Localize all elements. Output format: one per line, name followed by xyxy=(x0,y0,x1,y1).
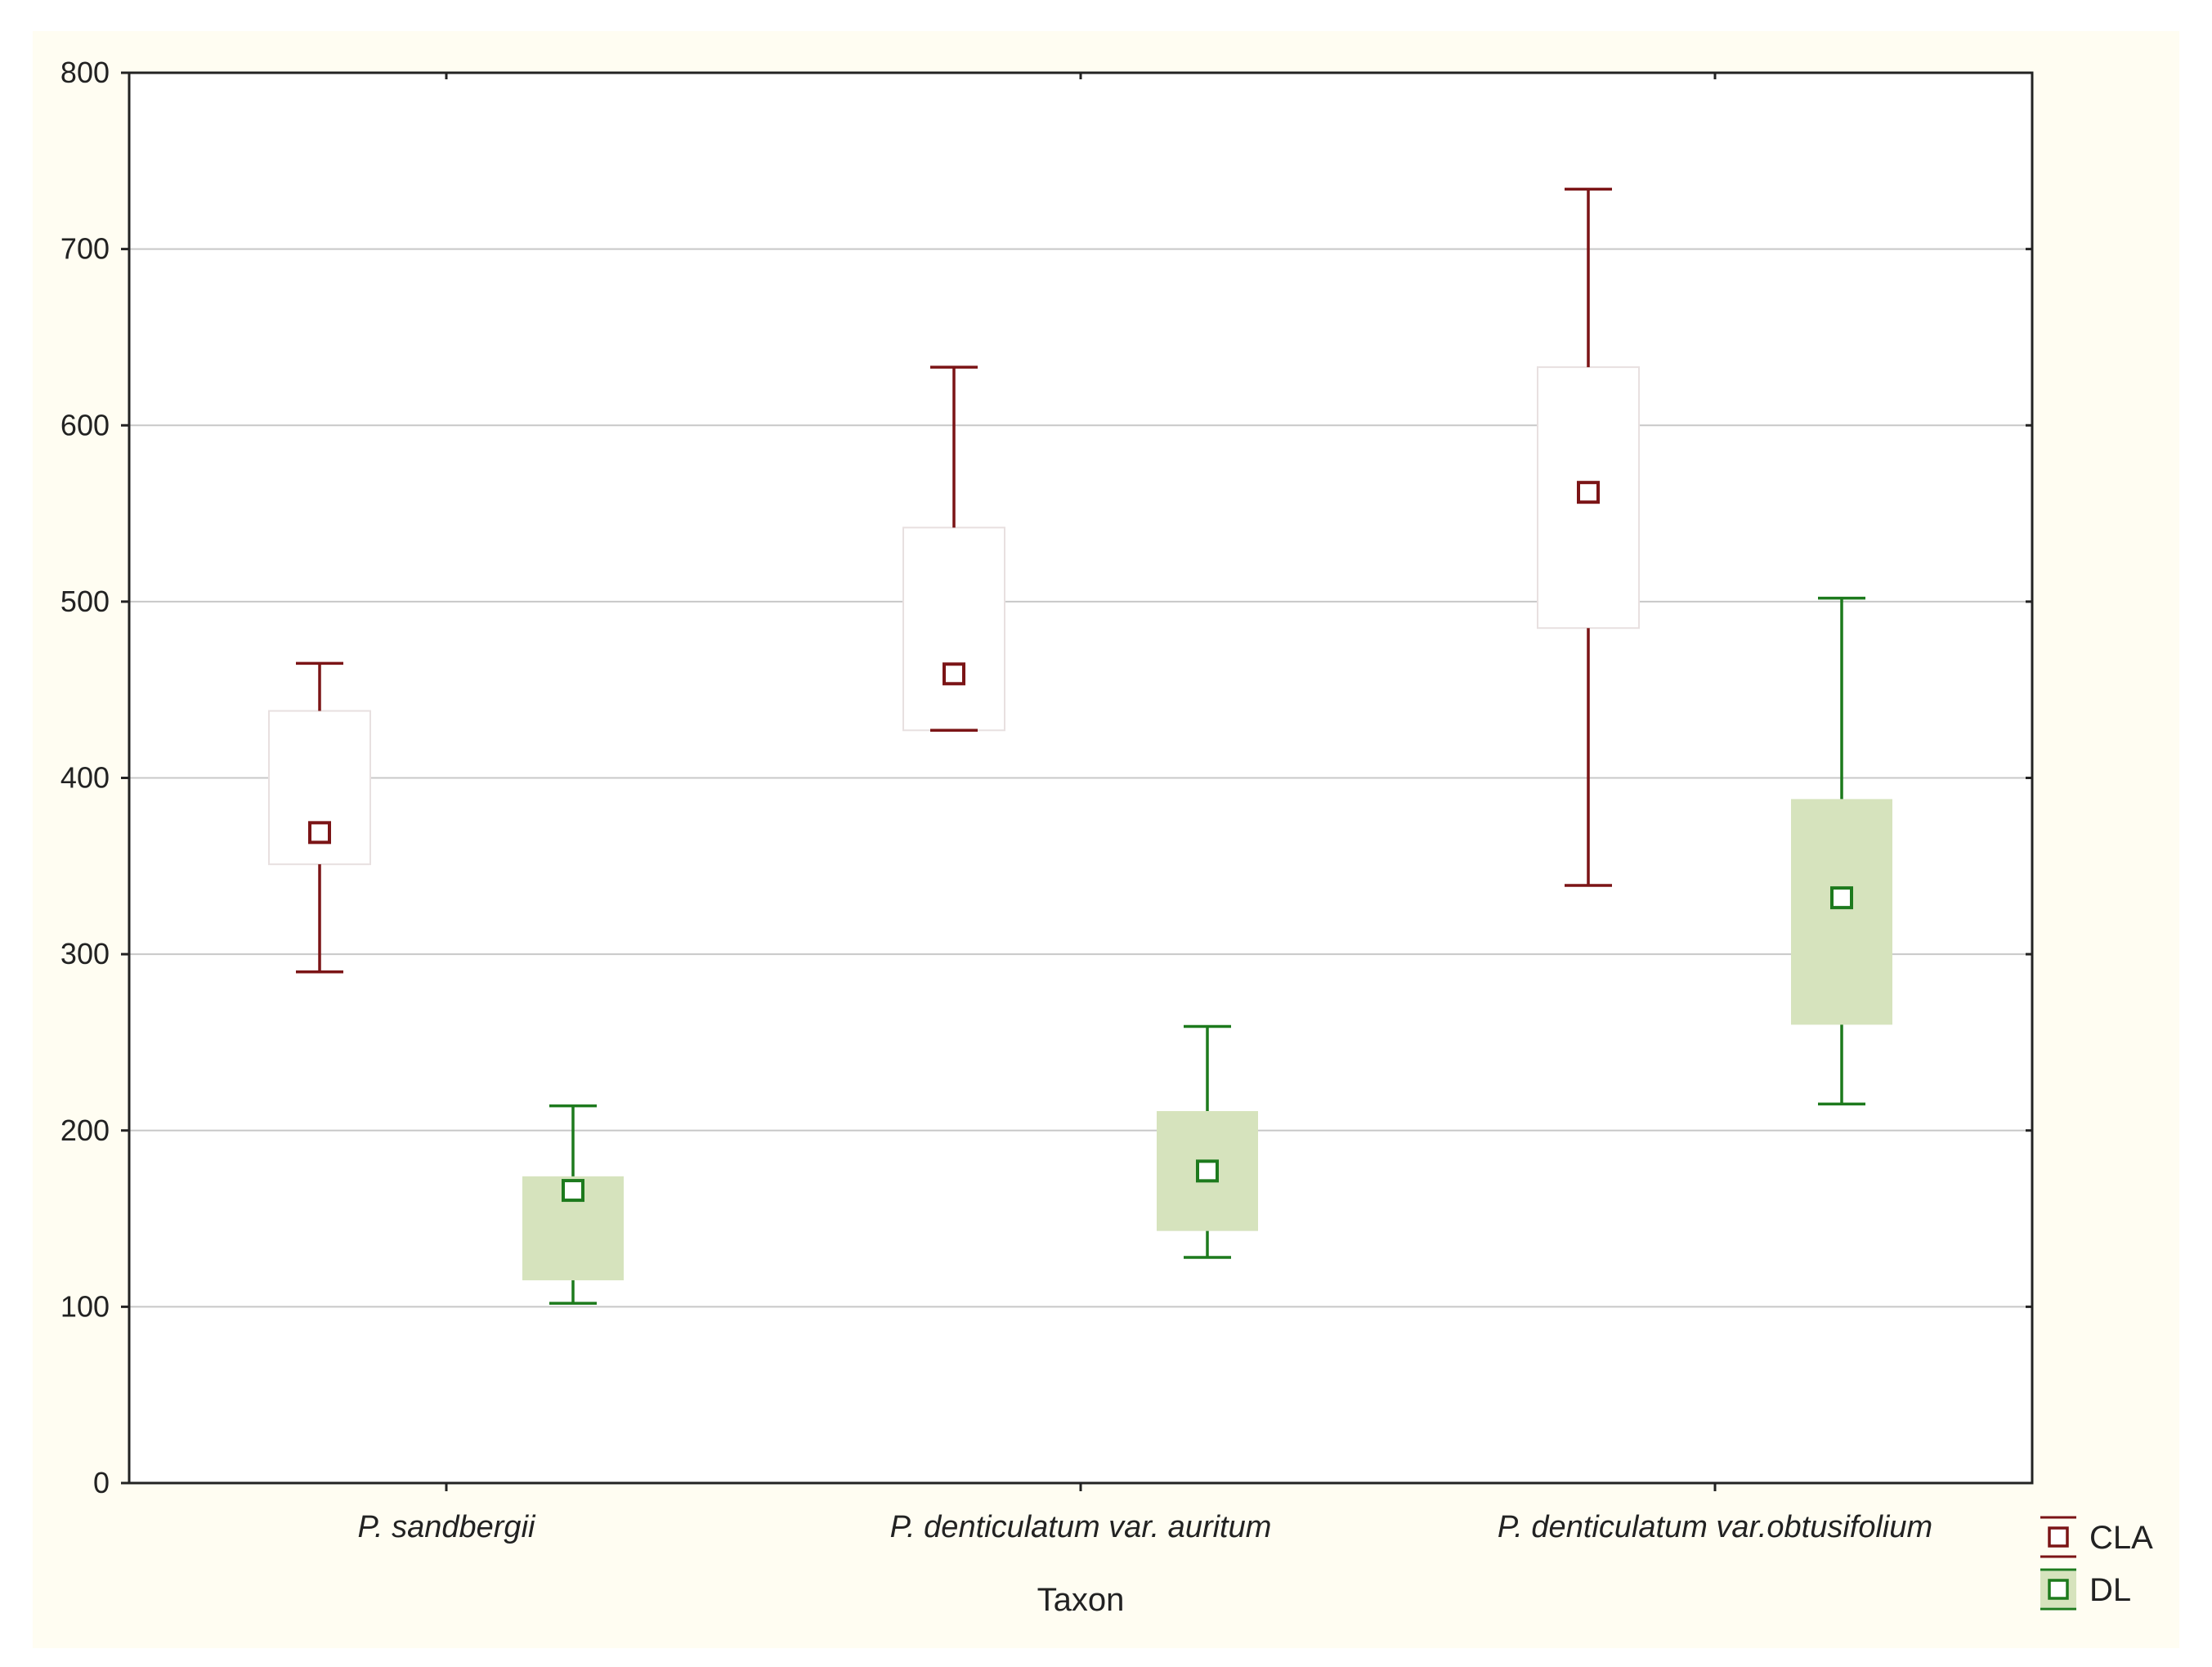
center-marker xyxy=(1196,1159,1219,1183)
y-tick-label: 100 xyxy=(60,1289,110,1323)
center-marker xyxy=(943,662,965,686)
box-dl-1 xyxy=(1157,1024,1258,1259)
legend-item-dl: DL xyxy=(2040,1568,2131,1611)
y-tick-label: 400 xyxy=(60,761,110,795)
box-dl-0 xyxy=(522,1104,624,1305)
legend-marker xyxy=(2048,1526,2069,1548)
box-cla-0 xyxy=(268,661,371,974)
center-marker xyxy=(1830,886,1853,910)
x-axis-title: Taxon xyxy=(1037,1582,1125,1618)
box-body xyxy=(902,527,1005,732)
x-category-label: P. denticulatum var.obtusifolium xyxy=(1498,1510,1932,1544)
y-tick-label: 600 xyxy=(60,408,110,441)
x-category-label: P. sandbergii xyxy=(358,1510,536,1544)
box-cla-1 xyxy=(902,365,1005,733)
axes xyxy=(121,71,2034,1491)
box-cla-2 xyxy=(1537,187,1640,887)
legend-label: CLA xyxy=(2089,1520,2153,1556)
legend-marker xyxy=(2048,1579,2069,1600)
y-tick-label: 800 xyxy=(60,56,110,89)
box-body xyxy=(1791,799,1892,1025)
box-marks xyxy=(268,187,1892,1305)
legend-item-cla: CLA xyxy=(2040,1516,2153,1558)
y-tick-label: 300 xyxy=(60,937,110,970)
center-marker xyxy=(308,821,331,845)
x-category-label: P. denticulatum var. auritum xyxy=(890,1510,1272,1544)
center-marker xyxy=(1577,481,1600,504)
y-tick-label: 700 xyxy=(60,232,110,266)
center-marker xyxy=(562,1179,584,1203)
y-tick-label: 0 xyxy=(93,1466,110,1499)
y-tick-label: 500 xyxy=(60,585,110,618)
axis-labels: 0 100 200 300 400 500 600 700 800 P. sandbergii P.… xyxy=(60,56,1932,1544)
y-tick-label: 200 xyxy=(60,1114,110,1147)
legend: CLA DL xyxy=(2040,1516,2153,1611)
legend-label: DL xyxy=(2089,1572,2131,1608)
box-dl-2 xyxy=(1791,596,1892,1106)
